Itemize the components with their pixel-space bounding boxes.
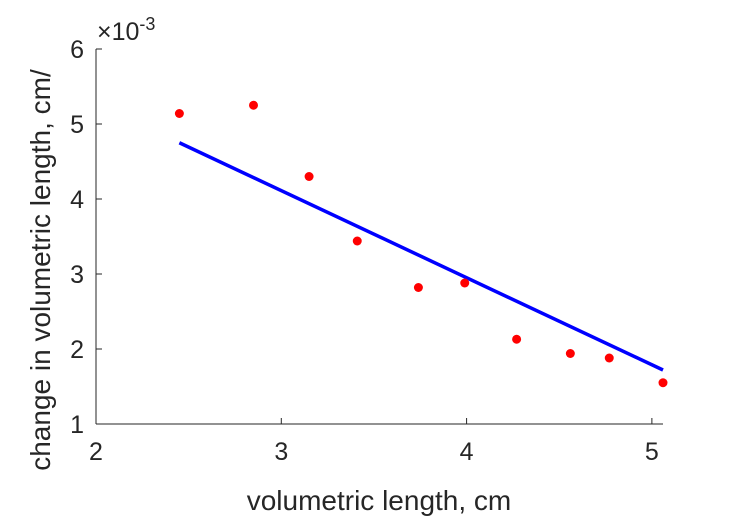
x-tick-label: 4 (460, 438, 474, 466)
data-point (304, 172, 314, 181)
x-tick-label: 3 (274, 438, 288, 466)
data-point (460, 278, 470, 288)
y-exponent-power: -3 (139, 14, 155, 34)
y-exponent: ×10-3 (97, 14, 155, 46)
y-tick-label: 4 (70, 186, 84, 214)
data-point (512, 334, 522, 344)
y-tick-label: 3 (70, 261, 84, 289)
series (174, 100, 668, 388)
data-point (413, 283, 423, 292)
data-point (565, 349, 575, 358)
x-tick-label: 5 (645, 438, 659, 466)
y-tick-label: 5 (70, 111, 84, 139)
y-tick-label: 2 (70, 336, 84, 364)
data-point (658, 378, 668, 388)
axes (95, 49, 663, 425)
data-point (604, 353, 614, 363)
y-tick-label: 6 (70, 36, 84, 64)
labels: volumetric length, cm change in volumetr… (25, 14, 511, 516)
data-point (174, 109, 184, 118)
fit-line (178, 141, 664, 372)
data-point (352, 236, 362, 246)
data-point (249, 100, 258, 110)
y-axis-label: change in volumetric length, cm/ (25, 69, 56, 471)
x-tick-label: 2 (89, 438, 103, 466)
y-exponent-base: ×10 (97, 18, 139, 46)
y-tick-label: 1 (70, 411, 84, 439)
x-axis-label: volumetric length, cm (247, 485, 512, 516)
